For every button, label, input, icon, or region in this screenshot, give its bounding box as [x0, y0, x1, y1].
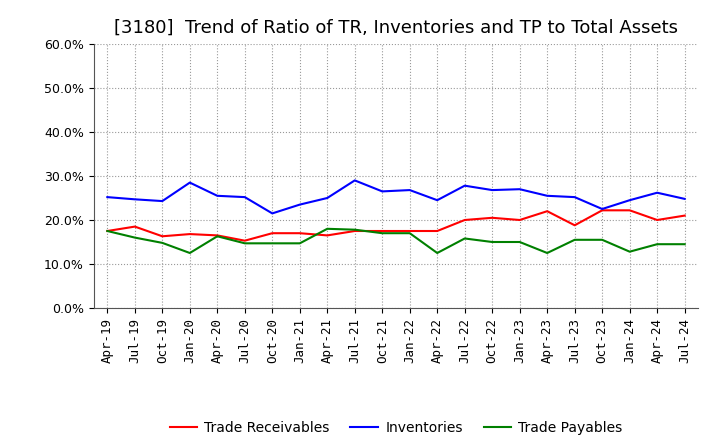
Trade Receivables — [598, 208, 606, 213]
Trade Receivables — [543, 209, 552, 214]
Trade Payables — [295, 241, 304, 246]
Trade Payables — [130, 235, 139, 240]
Inventories — [570, 194, 579, 200]
Trade Receivables — [268, 231, 276, 236]
Trade Payables — [323, 226, 332, 231]
Trade Receivables — [626, 208, 634, 213]
Trade Receivables — [186, 231, 194, 237]
Inventories — [268, 211, 276, 216]
Trade Payables — [240, 241, 249, 246]
Trade Payables — [653, 242, 662, 247]
Trade Receivables — [295, 231, 304, 236]
Trade Receivables — [680, 213, 689, 218]
Trade Receivables — [405, 228, 414, 234]
Line: Trade Payables: Trade Payables — [107, 229, 685, 253]
Inventories — [680, 196, 689, 202]
Inventories — [186, 180, 194, 185]
Inventories — [460, 183, 469, 188]
Inventories — [103, 194, 112, 200]
Inventories — [240, 194, 249, 200]
Inventories — [213, 193, 222, 198]
Trade Payables — [460, 236, 469, 241]
Trade Payables — [488, 239, 497, 245]
Trade Payables — [433, 250, 441, 256]
Inventories — [598, 206, 606, 212]
Inventories — [351, 178, 359, 183]
Inventories — [653, 190, 662, 195]
Trade Payables — [158, 240, 166, 246]
Trade Payables — [405, 231, 414, 236]
Inventories — [405, 187, 414, 193]
Trade Receivables — [433, 228, 441, 234]
Trade Payables — [598, 237, 606, 242]
Trade Receivables — [323, 233, 332, 238]
Trade Receivables — [488, 215, 497, 220]
Trade Receivables — [351, 228, 359, 234]
Inventories — [158, 198, 166, 204]
Inventories — [130, 197, 139, 202]
Line: Inventories: Inventories — [107, 180, 685, 213]
Trade Receivables — [158, 234, 166, 239]
Trade Receivables — [653, 217, 662, 223]
Title: [3180]  Trend of Ratio of TR, Inventories and TP to Total Assets: [3180] Trend of Ratio of TR, Inventories… — [114, 19, 678, 37]
Trade Payables — [378, 231, 387, 236]
Trade Receivables — [378, 228, 387, 234]
Inventories — [323, 195, 332, 201]
Trade Payables — [680, 242, 689, 247]
Trade Payables — [626, 249, 634, 254]
Trade Receivables — [213, 233, 222, 238]
Inventories — [378, 189, 387, 194]
Trade Payables — [351, 227, 359, 232]
Trade Payables — [268, 241, 276, 246]
Trade Receivables — [130, 224, 139, 229]
Inventories — [295, 202, 304, 207]
Trade Receivables — [460, 217, 469, 223]
Legend: Trade Receivables, Inventories, Trade Payables: Trade Receivables, Inventories, Trade Pa… — [164, 415, 628, 440]
Inventories — [626, 198, 634, 203]
Trade Payables — [570, 237, 579, 242]
Inventories — [433, 198, 441, 203]
Trade Payables — [543, 250, 552, 256]
Trade Receivables — [240, 238, 249, 243]
Trade Payables — [213, 234, 222, 239]
Trade Payables — [516, 239, 524, 245]
Trade Payables — [103, 228, 112, 234]
Line: Trade Receivables: Trade Receivables — [107, 210, 685, 241]
Trade Payables — [186, 250, 194, 256]
Inventories — [543, 193, 552, 198]
Inventories — [516, 187, 524, 192]
Inventories — [488, 187, 497, 193]
Trade Receivables — [103, 228, 112, 234]
Trade Receivables — [570, 223, 579, 228]
Trade Receivables — [516, 217, 524, 223]
